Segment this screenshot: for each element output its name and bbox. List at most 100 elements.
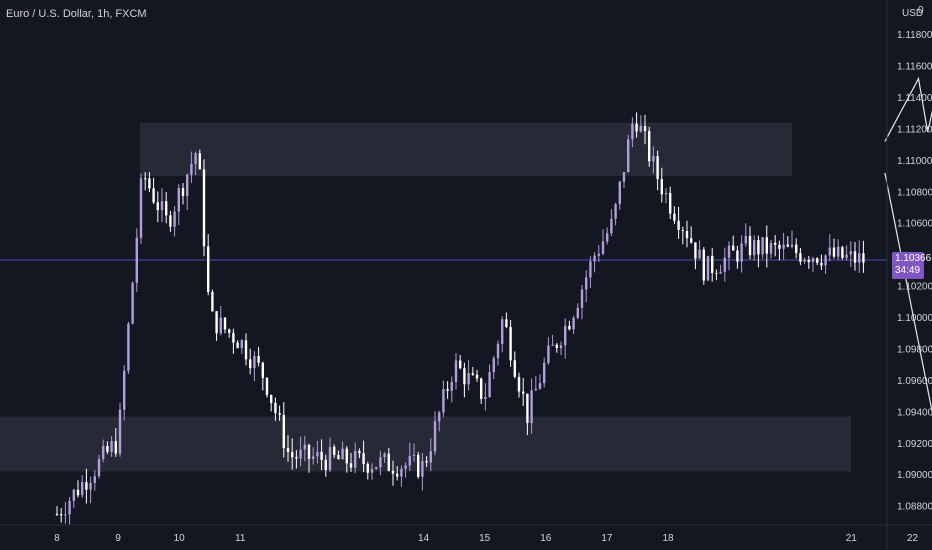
candle-body — [383, 453, 386, 458]
candle-body — [106, 445, 109, 452]
candle-body — [492, 358, 495, 373]
candle-body — [114, 441, 117, 454]
candle-body — [719, 271, 722, 274]
resistance-zone — [140, 122, 792, 177]
candle-body — [765, 237, 768, 254]
currency-label[interactable]: USD — [902, 8, 924, 19]
candle-body — [102, 445, 105, 459]
y-tick-label: 1.11600 — [897, 62, 932, 73]
candle-body — [207, 246, 210, 292]
candle-body — [299, 449, 302, 459]
candle-body — [559, 345, 563, 349]
candle-body — [232, 332, 235, 343]
candle-body — [732, 245, 735, 251]
settings-icon[interactable]: 0 — [918, 5, 924, 16]
candle-body — [711, 255, 714, 274]
candle-body — [446, 389, 449, 391]
y-tick-label: 1.11800 — [897, 30, 932, 41]
candle-body — [702, 249, 705, 281]
candle-body — [135, 237, 138, 283]
symbol-title[interactable]: Euro / U.S. Dollar, 1h, FXCM — [6, 8, 147, 20]
candle-body — [177, 188, 180, 212]
candle-body — [820, 262, 823, 266]
candle-body — [799, 253, 802, 262]
candle-body — [568, 325, 571, 330]
candle-body — [526, 393, 529, 424]
candle-body — [148, 178, 151, 189]
candle-body — [585, 277, 588, 290]
candle-body — [727, 245, 731, 258]
candle-body — [841, 246, 844, 259]
candle-body — [845, 254, 848, 259]
candle-body — [648, 131, 651, 162]
candle-body — [656, 156, 659, 180]
candle-body — [534, 388, 537, 391]
candle-body — [93, 476, 96, 483]
candle-body — [190, 163, 193, 175]
candle-body — [328, 446, 332, 471]
candle-body — [513, 360, 516, 377]
candle-body — [664, 192, 668, 195]
bullish-projection — [884, 76, 932, 142]
candle-body — [152, 188, 155, 203]
x-tick-label: 18 — [662, 533, 674, 544]
candle-body — [849, 251, 852, 255]
candle-body — [219, 317, 222, 334]
candle-body — [358, 450, 361, 454]
candle-body — [391, 470, 395, 474]
candle-body — [198, 153, 201, 170]
x-tick-label: 22 — [907, 533, 919, 544]
candle-body — [303, 444, 306, 450]
x-tick-label: 11 — [235, 533, 246, 544]
candle-body — [790, 244, 794, 247]
candle-body — [320, 451, 323, 460]
candle-body — [223, 317, 227, 330]
candle-body — [194, 153, 197, 164]
candle-body — [64, 514, 67, 516]
candle-body — [438, 412, 441, 422]
candle-body — [404, 465, 407, 469]
candle-body — [169, 215, 172, 227]
candle-body — [505, 319, 508, 327]
candle-body — [312, 456, 315, 459]
candle-body — [858, 253, 861, 263]
candle-body — [282, 414, 285, 449]
candle-body — [89, 482, 92, 490]
candle-body — [211, 291, 214, 312]
candle-body — [55, 513, 59, 515]
candle-body — [480, 378, 483, 399]
candle-body — [471, 373, 474, 375]
candle-body — [375, 467, 378, 469]
candle-body — [316, 451, 319, 457]
candle-body — [463, 368, 466, 385]
candle-body — [543, 362, 546, 384]
candle-body — [270, 395, 273, 403]
candle-body — [643, 126, 647, 132]
candle-body — [295, 457, 298, 459]
candle-body — [606, 233, 609, 242]
candle-body — [450, 381, 453, 391]
candle-body — [484, 396, 487, 399]
bar-countdown: 34:49 — [895, 264, 921, 276]
candle-body — [803, 259, 806, 262]
bearish-projection — [884, 172, 932, 415]
candle-body — [341, 448, 344, 460]
candle-body — [144, 178, 147, 180]
y-tick-label: 1.11000 — [897, 156, 932, 167]
candle-body — [278, 413, 281, 415]
candle-body — [517, 376, 521, 392]
candle-body — [744, 235, 747, 244]
candle-body — [333, 446, 336, 456]
y-tick-label: 1.10200 — [897, 282, 932, 293]
y-tick-label: 1.10600 — [897, 219, 932, 230]
candle-body — [291, 452, 294, 458]
candle-body — [257, 355, 260, 363]
candle-body — [837, 246, 840, 257]
candle-body — [774, 242, 777, 245]
x-tick-label: 14 — [418, 533, 430, 544]
y-tick-label: 1.10000 — [897, 313, 932, 324]
candle-body — [236, 342, 239, 349]
candle-body — [627, 139, 630, 173]
x-tick-label: 17 — [601, 533, 613, 544]
